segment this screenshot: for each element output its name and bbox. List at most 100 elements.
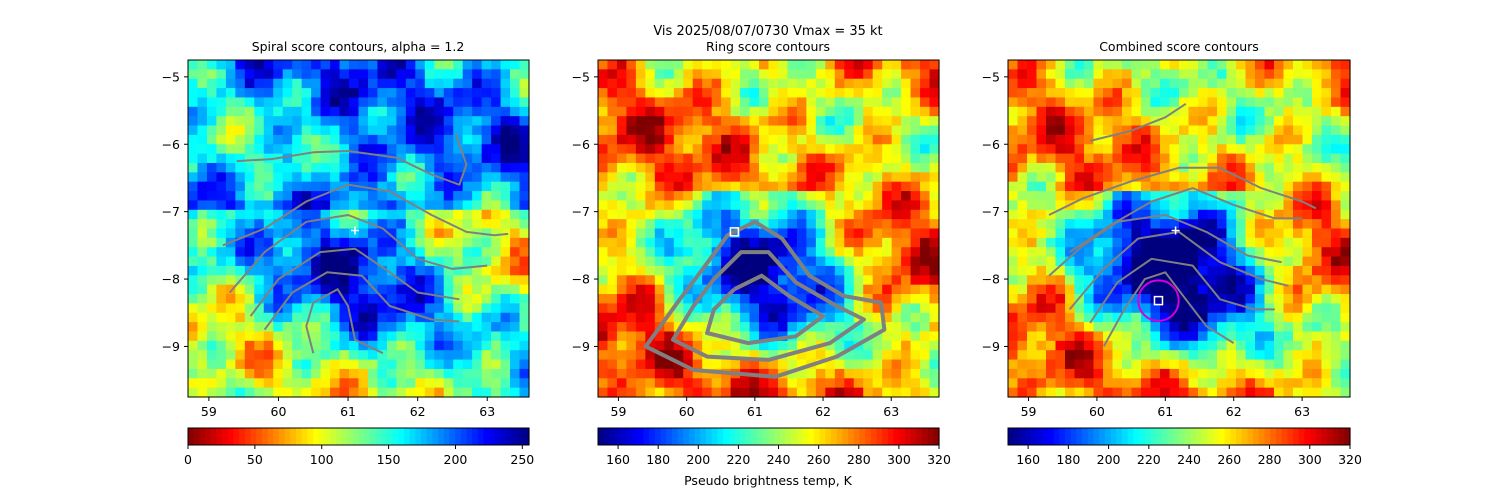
x-tick-label: 60	[1089, 404, 1105, 419]
y-tick-label: −6	[162, 137, 180, 152]
contour-line	[1048, 214, 1282, 277]
x-ticks-spiral: 59 60 61 62 63	[201, 397, 495, 419]
y-tick-label: −7	[162, 204, 180, 219]
x-tick-label: 61	[340, 404, 356, 419]
markers-ring	[729, 227, 740, 237]
contour-line	[249, 247, 460, 317]
colorbar-frame	[187, 427, 530, 446]
plot-frame-spiral	[187, 59, 530, 398]
center-plus-marker	[1171, 226, 1180, 235]
y-tick-label: −8	[982, 272, 1000, 287]
contour-line	[1089, 102, 1187, 142]
contour-line	[222, 183, 509, 247]
markers-spiral	[351, 226, 360, 235]
colorbar-tick-label: 240	[767, 452, 791, 467]
x-tick-label: 62	[410, 404, 426, 419]
panel-spiral: Spiral score contours, alpha = 1.2 59 60 6…	[162, 39, 535, 467]
panel-ring: Ring score contours 59 60 61 62 63 −5−6−7−8−…	[572, 39, 951, 488]
panel-title-spiral: Spiral score contours, alpha = 1.2	[252, 39, 465, 54]
markers-combined	[1137, 226, 1180, 322]
colorbar-label-ring: Pseudo brightness temp, K	[684, 473, 853, 488]
colorbar-tick-label: 300	[1298, 452, 1322, 467]
colorbar-tick-label: 260	[807, 452, 831, 467]
contour-line	[643, 219, 887, 379]
colorbar-spiral: 0 50 100 150 200 250	[184, 427, 534, 467]
contours-ring	[643, 219, 887, 379]
contour-line	[236, 133, 468, 186]
x-ticks-combined: 59 60 61 62 63	[1021, 397, 1310, 419]
colorbar-tick-label: 150	[377, 452, 401, 467]
colorbar-tick-label: 220	[1137, 452, 1161, 467]
colorbar-frame	[1007, 427, 1351, 446]
x-tick-label: 60	[271, 404, 287, 419]
fit-circle-marker	[1137, 279, 1180, 322]
y-tick-label: −6	[572, 137, 590, 152]
center-square-marker	[1153, 295, 1164, 306]
y-tick-label: −6	[982, 137, 1000, 152]
colorbar-tick-label: 160	[1016, 452, 1040, 467]
contour-line	[263, 271, 460, 331]
center-plus-marker	[351, 226, 360, 235]
y-tick-label: −9	[982, 339, 1000, 354]
y-tick-label: −7	[982, 204, 1000, 219]
contour-line	[229, 214, 488, 294]
y-tick-label: −9	[572, 339, 590, 354]
colorbar-tick-label: 300	[887, 452, 911, 467]
y-tick-label: −5	[572, 69, 590, 84]
plot-frame-combined	[1007, 59, 1351, 398]
contour-line	[671, 250, 866, 362]
colorbar-tick-label: 200	[686, 452, 710, 467]
x-tick-label: 61	[1157, 404, 1173, 419]
x-tick-label: 63	[479, 404, 495, 419]
colorbar-tick-label: 250	[510, 452, 534, 467]
plot-frame-ring	[597, 59, 940, 398]
y-tick-label: −5	[982, 69, 1000, 84]
colorbar-tick-label: 320	[1338, 452, 1362, 467]
image-ring	[598, 60, 940, 398]
center-square-marker	[729, 227, 740, 237]
colorbar-tick-label: 180	[1056, 452, 1080, 467]
contour-line	[1089, 257, 1275, 324]
colorbar-combined: 160 180 200 220 240 260 280 300 320	[1007, 427, 1362, 467]
contour-line	[705, 273, 826, 346]
x-tick-label: 63	[883, 404, 899, 419]
y-tick-label: −9	[162, 339, 180, 354]
colorbar-tick-label: 240	[1177, 452, 1201, 467]
figure-suptitle: Vis 2025/08/07/0730 Vmax = 35 kt	[653, 24, 882, 39]
colorbar-tick-label: 280	[847, 452, 871, 467]
colorbar-tick-label: 320	[927, 452, 951, 467]
contour-line	[1069, 187, 1303, 253]
contours-spiral	[222, 133, 509, 355]
image-combined	[1008, 60, 1351, 398]
x-tick-label: 61	[747, 404, 763, 419]
y-ticks-combined: −5 −6 −7 −8 −9	[982, 69, 1008, 354]
x-tick-label: 59	[201, 404, 217, 419]
x-tick-label: 59	[1021, 404, 1037, 419]
x-tick-label: 63	[1294, 404, 1310, 419]
contour-line	[1068, 230, 1289, 311]
colorbar-tick-label: 280	[1258, 452, 1282, 467]
colorbar-tick-label: 220	[726, 452, 750, 467]
colorbar-tick-label: 0	[184, 452, 192, 467]
x-tick-label: 60	[679, 404, 695, 419]
colorbar-tick-label: 160	[606, 452, 630, 467]
y-tick-label: −8	[572, 272, 590, 287]
colorbar-tick-label: 260	[1217, 452, 1241, 467]
contour-line	[1102, 271, 1235, 347]
image-spiral	[188, 60, 530, 398]
colorbar-tick-label: 100	[310, 452, 334, 467]
x-tick-label: 59	[611, 404, 627, 419]
panel-combined: Combined score contours 59 60 61 62 63 −5−6−…	[982, 39, 1362, 467]
colorbar-tick-label: 200	[444, 452, 468, 467]
colorbar-ring: 160 180 200 220 240 260 280 300 320	[597, 427, 951, 467]
colorbar-tick-label: 200	[1097, 452, 1121, 467]
x-ticks-ring: 59 60 61 62 63	[611, 397, 899, 419]
y-tick-label: −8	[162, 272, 180, 287]
contours-combined	[1048, 102, 1317, 347]
y-ticks-spiral: −5 −6 −7 −8 −9	[162, 69, 188, 354]
y-tick-label: −5	[162, 69, 180, 84]
x-tick-label: 62	[1226, 404, 1242, 419]
panel-title-ring: Ring score contours	[706, 39, 830, 54]
colorbar-tick-label: 180	[646, 452, 670, 467]
